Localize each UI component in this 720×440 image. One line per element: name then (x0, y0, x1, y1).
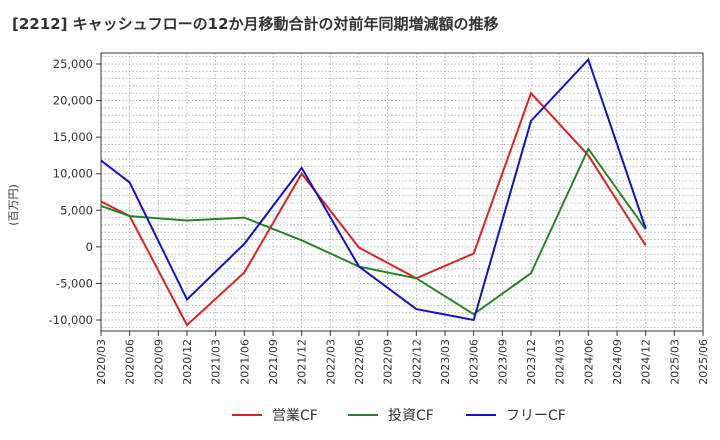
x-tick-label: 2022/03 (324, 339, 337, 385)
legend-label: 営業CF (272, 408, 318, 424)
y-tick-label: 25,000 (53, 57, 93, 71)
x-tick-label: 2023/09 (496, 339, 509, 385)
x-tick-label: 2023/06 (468, 339, 481, 385)
x-tick-label: 2023/12 (525, 339, 538, 385)
series-line-フリーCF (100, 57, 647, 322)
legend-label: フリーCF (506, 408, 566, 424)
y-tick-label: -5,000 (56, 276, 93, 290)
y-tick-label: 5,000 (60, 203, 93, 217)
x-tick-label: 2022/06 (353, 339, 366, 385)
plot-area: -10,000 -5,000 0 5,000 10,000 15,000 20,000 25,… (49, 52, 710, 385)
x-tick-label: 2020/09 (152, 339, 165, 385)
x-tick-label: 2023/03 (439, 339, 452, 385)
x-tick-label: 2020/12 (181, 339, 194, 385)
y-tick-label: -10,000 (49, 313, 93, 327)
x-tick-label: 2025/06 (697, 339, 710, 385)
chart-title: [2212] キャッシュフローの12か月移動合計の対前年同期増減額の推移 (12, 15, 499, 33)
x-tick-label: 2022/09 (382, 339, 395, 385)
x-tick-label: 2021/06 (238, 339, 251, 385)
plot-frame (100, 52, 704, 332)
x-tick-label: 2024/03 (554, 339, 567, 385)
y-tick-label: 0 (86, 240, 93, 254)
legend-label: 投資CF (388, 408, 434, 424)
x-tick-label: 2020/03 (95, 339, 108, 385)
x-tick-label: 2024/06 (582, 339, 595, 385)
x-tick-label: 2025/03 (668, 339, 681, 385)
x-tick-label: 2024/12 (640, 339, 653, 385)
x-tick-label: 2024/09 (611, 339, 624, 385)
legend: 営業CF 投資CF フリーCF (232, 408, 566, 424)
y-tick-label: 10,000 (53, 167, 93, 181)
y-tick-label: 20,000 (53, 94, 93, 108)
x-tick-label: 2021/03 (210, 339, 223, 385)
x-tick-label: 2020/06 (124, 339, 137, 385)
x-tick-label: 2021/12 (296, 339, 309, 385)
y-tick-label: 15,000 (53, 130, 93, 144)
x-tick-label: 2021/09 (267, 339, 280, 385)
y-axis-label: (百万円) (7, 184, 20, 226)
x-tick-label: 2022/12 (410, 339, 423, 385)
series-line-営業CF (100, 91, 647, 327)
